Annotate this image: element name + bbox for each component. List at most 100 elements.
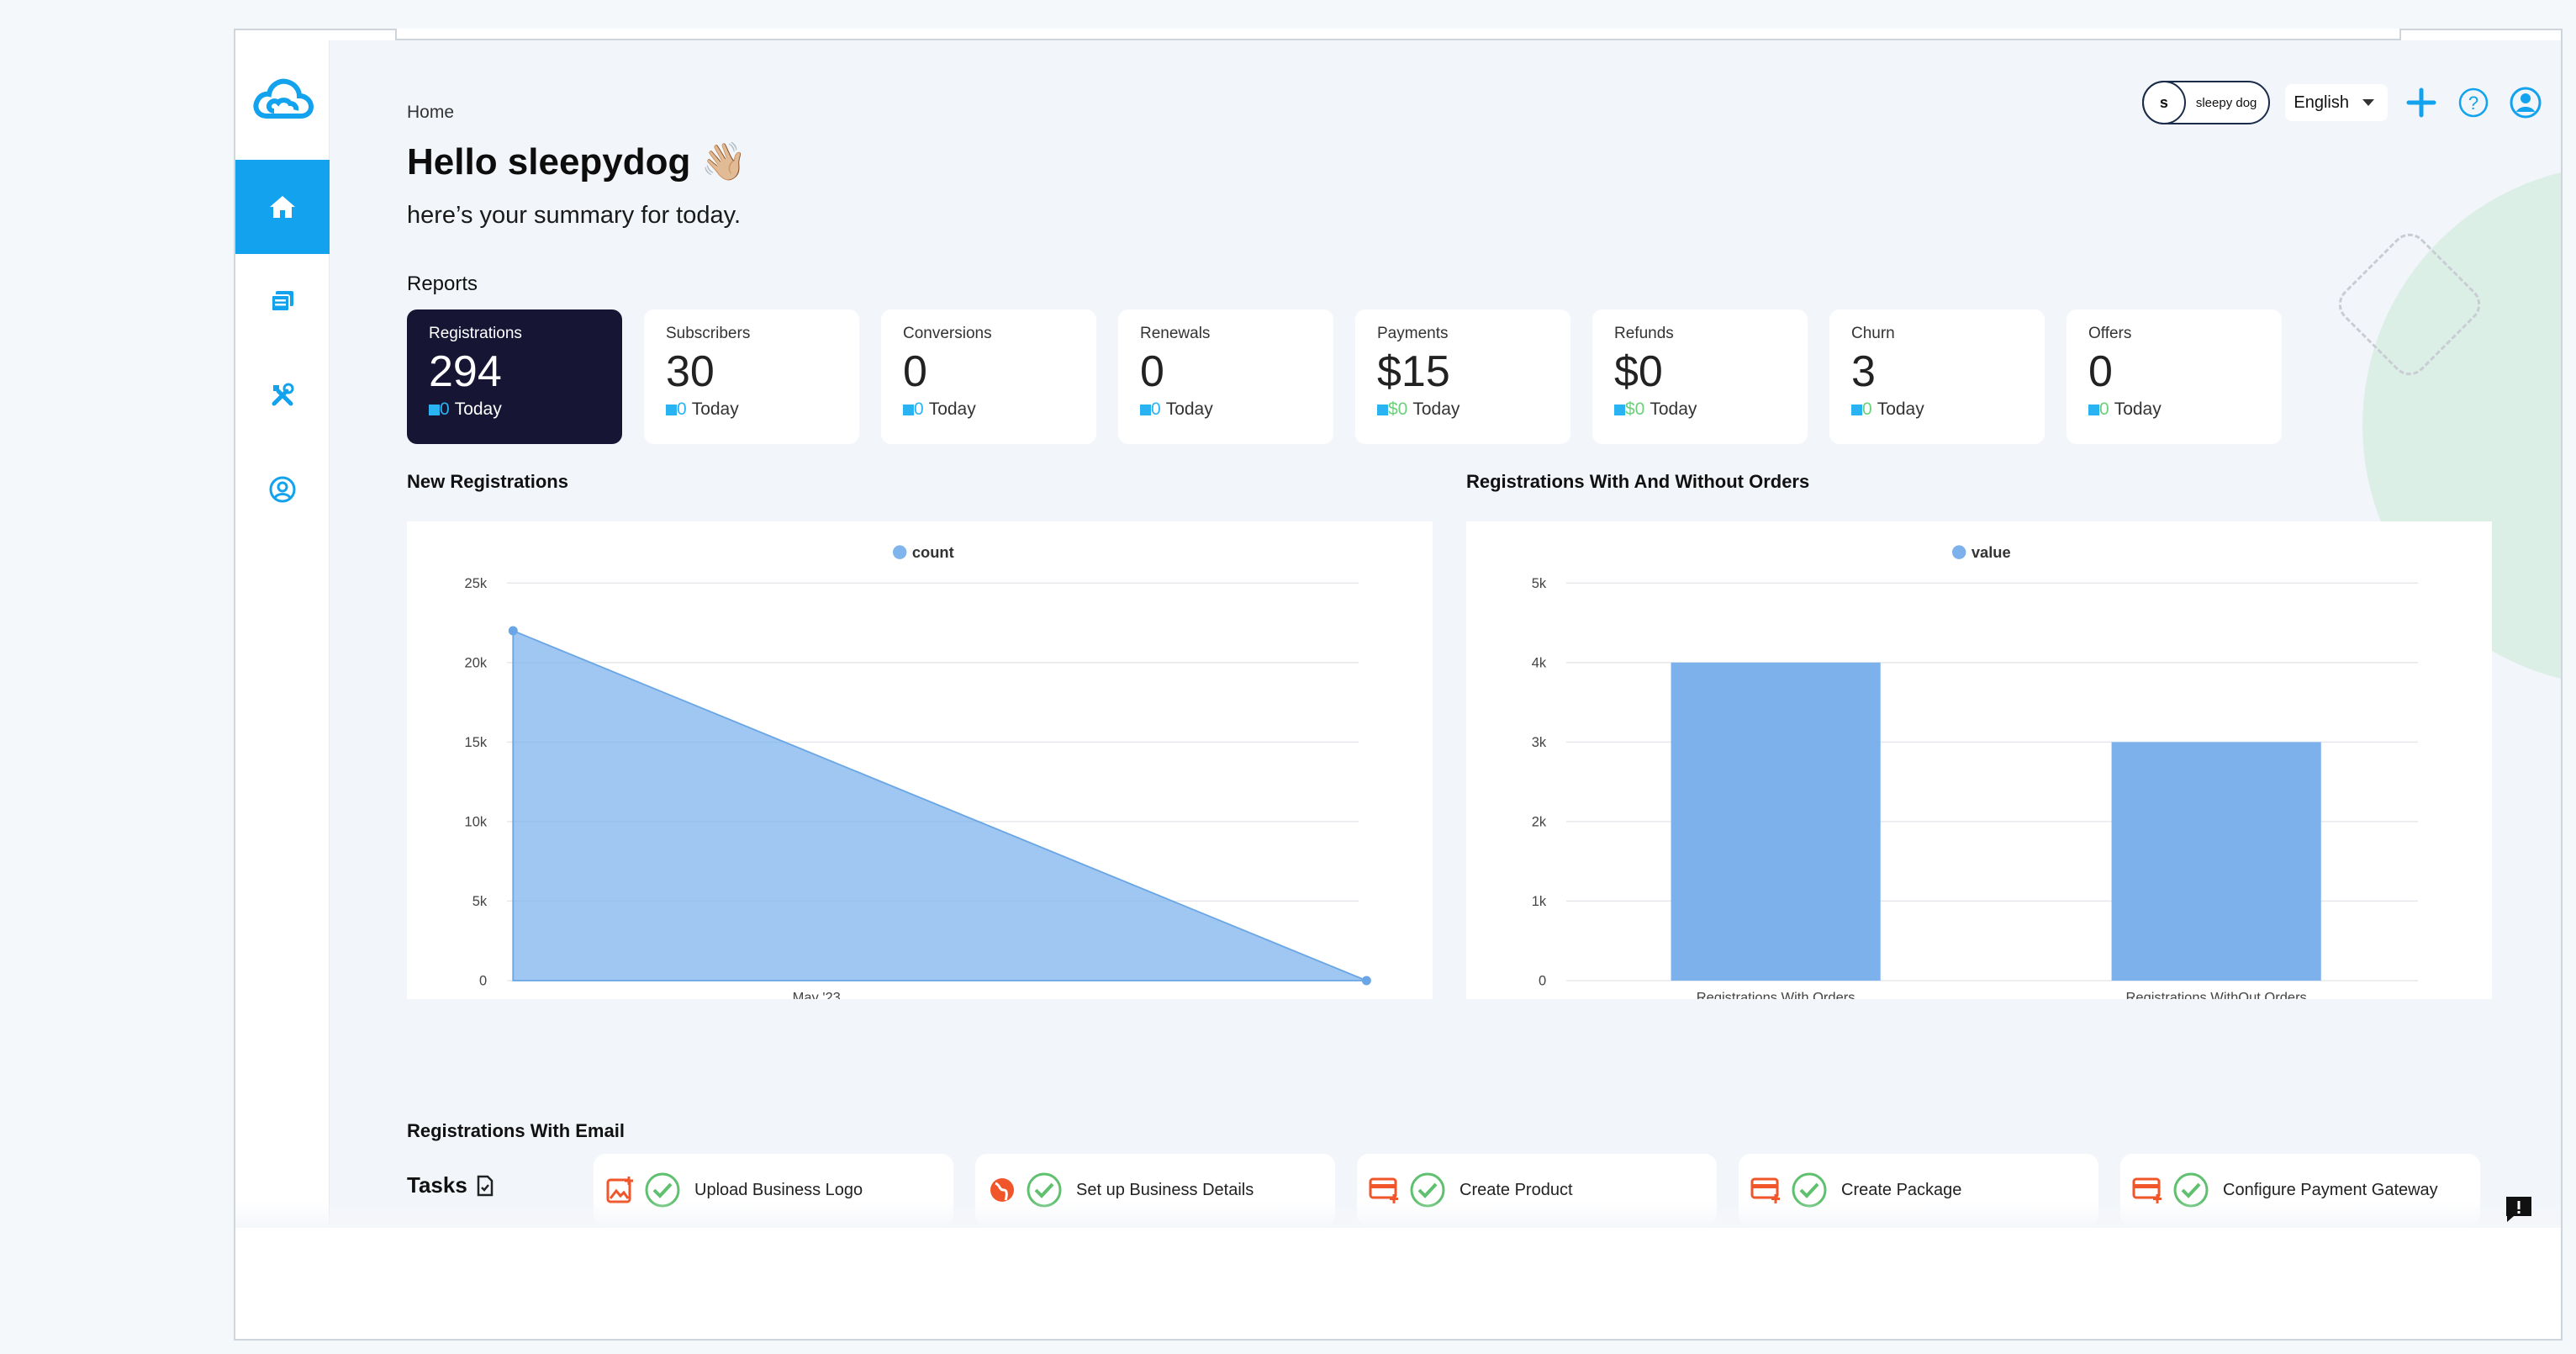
tasks-header: Tasks	[407, 1172, 494, 1198]
new-registrations-chart: 0 5k 10k 15k 20k 25k count May '23	[407, 521, 1433, 999]
x-tick-label: May '23	[793, 991, 841, 999]
card-value: 0	[1140, 347, 1164, 396]
task-label: Configure Payment Gateway	[2223, 1180, 2438, 1199]
account-icon	[269, 476, 296, 503]
data-point	[1361, 976, 1371, 986]
card-conversions[interactable]: Conversions 0 0 Today	[881, 309, 1096, 444]
cloud-logo-icon[interactable]	[251, 69, 314, 133]
card-offers[interactable]: Offers 0 0 Today	[2067, 309, 2282, 444]
today-value: $0	[1625, 399, 1645, 420]
frame-top-bar	[395, 29, 2401, 40]
today-marker	[1140, 404, 1151, 415]
legend-marker	[892, 545, 907, 559]
add-button[interactable]	[2403, 84, 2440, 121]
card-refunds[interactable]: Refunds $0 $0 Today	[1592, 309, 1808, 444]
legend-marker	[1951, 545, 1966, 559]
task-label: Create Product	[1460, 1180, 1573, 1199]
bar	[2111, 742, 2321, 981]
bar	[1671, 662, 1881, 981]
card-registrations[interactable]: Registrations 294 0 Today	[407, 309, 622, 444]
y-tick-label: 25k	[465, 576, 488, 591]
profile-icon	[2510, 87, 2542, 119]
card-label: Churn	[1851, 325, 1895, 342]
card-today: 0 Today	[1140, 399, 1312, 420]
card-payments[interactable]: Payments $15 $0 Today	[1355, 309, 1570, 444]
card-subscribers[interactable]: Subscribers 30 0 Today	[644, 309, 859, 444]
today-label: Today	[928, 399, 976, 420]
y-tick-label: 0	[1539, 974, 1546, 989]
home-icon	[270, 196, 295, 218]
dashboard-app: Home Hello sleepydog 👋🏼 here’s your summ…	[235, 40, 2561, 1228]
sidebar-item-tools[interactable]	[235, 348, 330, 442]
sidebar	[235, 40, 330, 1228]
document-check-icon	[477, 1175, 494, 1196]
sidebar-item-home[interactable]	[235, 160, 330, 254]
reports-label: Reports	[407, 272, 478, 295]
sidebar-item-account[interactable]	[235, 442, 330, 537]
today-label: Today	[691, 399, 739, 420]
today-marker	[1614, 404, 1625, 415]
profile-button[interactable]	[2507, 84, 2544, 121]
card-add-icon	[1750, 1177, 1780, 1203]
card-label: Refunds	[1614, 325, 1674, 342]
language-select[interactable]: English	[2285, 84, 2388, 121]
sidebar-item-list[interactable]	[235, 254, 330, 348]
image-upload-icon	[606, 1177, 633, 1203]
today-label: Today	[454, 399, 502, 420]
registrations-with-email-title: Registrations With Email	[407, 1120, 625, 1141]
bottom-fade	[235, 1201, 2561, 1228]
list-icon	[271, 291, 293, 312]
y-tick-label: 3k	[1532, 735, 1547, 750]
y-tick-label: 10k	[465, 814, 488, 829]
card-renewals[interactable]: Renewals 0 0 Today	[1118, 309, 1333, 444]
today-label: Today	[1877, 399, 1924, 420]
card-label: Payments	[1377, 325, 1449, 342]
card-value: 3	[1851, 347, 1876, 396]
card-value: 0	[2088, 347, 2113, 396]
chart-title-with-without-orders: Registrations With And Without Orders	[1466, 471, 1810, 492]
help-button[interactable]: ?	[2455, 84, 2492, 121]
y-tick-label: 20k	[465, 655, 488, 670]
breadcrumb[interactable]: Home	[407, 103, 455, 122]
plus-icon	[2406, 87, 2436, 118]
area-chart-svg: 0 5k 10k 15k 20k 25k count May '23	[465, 543, 1371, 999]
user-menu[interactable]: s sleepy dog	[2141, 81, 2271, 124]
today-label: Today	[1650, 399, 1697, 420]
today-value: 0	[1151, 399, 1161, 420]
today-value: 0	[677, 399, 687, 420]
top-right-toolbar: s sleepy dog English ?	[2141, 81, 2544, 124]
task-label: Upload Business Logo	[694, 1180, 863, 1199]
language-label: English	[2294, 93, 2349, 112]
y-tick-label: 15k	[465, 735, 488, 750]
help-icon: ?	[2458, 87, 2489, 118]
card-value: $0	[1614, 347, 1663, 396]
user-name: sleepy dog	[2195, 95, 2257, 110]
card-today: 0 Today	[429, 399, 600, 420]
bar-chart-svg: 0 1k 2k 3k 4k 5k value Registrations With Order…	[1532, 543, 2419, 999]
tools-icon	[272, 383, 294, 406]
y-tick-label: 5k	[472, 894, 488, 909]
card-label: Registrations	[429, 325, 522, 342]
today-value: 0	[2099, 399, 2109, 420]
card-value: 30	[666, 347, 715, 396]
today-value: $0	[1388, 399, 1408, 420]
area-series	[512, 629, 1367, 981]
today-marker	[1377, 404, 1388, 415]
card-today: $0 Today	[1614, 399, 1786, 420]
feedback-button[interactable]	[2504, 1194, 2534, 1224]
svg-text:?: ?	[2468, 93, 2478, 114]
today-marker	[1851, 404, 1862, 415]
card-churn[interactable]: Churn 3 0 Today	[1829, 309, 2045, 444]
orders-bar-chart: 0 1k 2k 3k 4k 5k value Registrations With Order…	[1466, 521, 2492, 999]
globe-icon	[990, 1178, 1014, 1202]
today-value: 0	[1862, 399, 1872, 420]
tasks-label: Tasks	[407, 1172, 467, 1198]
card-add-icon	[2132, 1177, 2162, 1203]
avatar: s	[2141, 81, 2186, 124]
legend-label: value	[1972, 543, 2011, 561]
legend-label: count	[912, 543, 954, 561]
card-today: $0 Today	[1377, 399, 1549, 420]
page-subtitle: here’s your summary for today.	[407, 202, 742, 229]
chevron-down-icon	[2362, 99, 2374, 106]
today-marker	[2088, 404, 2099, 415]
